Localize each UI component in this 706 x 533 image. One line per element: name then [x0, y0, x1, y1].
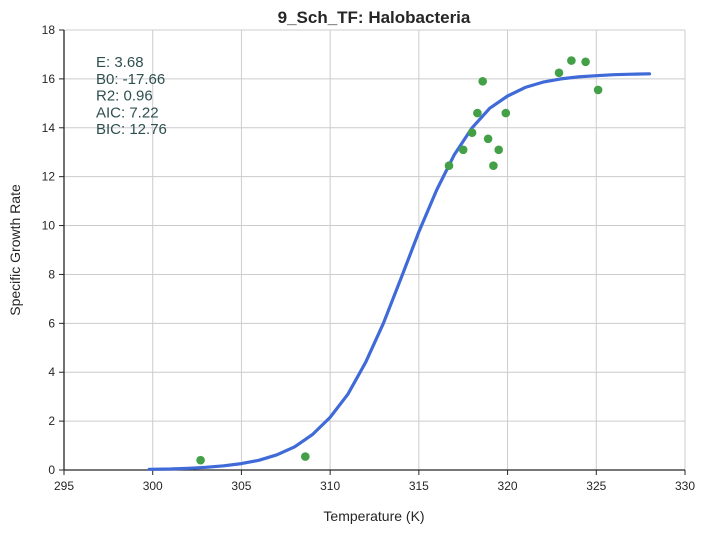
tick-labels: 295 300 305 310 315 320 325 330 0 2 4 6 8 10 12 14 16 18: [42, 23, 696, 493]
data-point: [494, 145, 504, 155]
y-tick-label: 18: [42, 23, 56, 37]
x-tick-label: 330: [675, 479, 695, 493]
stat-line: B0: -17.66: [96, 71, 165, 88]
data-point: [554, 68, 564, 78]
x-tick-label: 325: [586, 479, 606, 493]
stat-line: BIC: 12.76: [96, 121, 167, 138]
y-tick-label: 12: [42, 170, 56, 184]
stat-line: R2: 0.96: [96, 88, 153, 105]
data-point: [301, 452, 310, 461]
y-tick-label: 2: [48, 414, 55, 428]
chart-title: 9_Sch_TF: Halobacteria: [278, 8, 471, 27]
x-tick-label: 320: [498, 479, 518, 493]
fit-curve-group: [147, 72, 652, 471]
x-tick-label: 305: [231, 479, 251, 493]
x-tick-label: 310: [320, 479, 340, 493]
y-axis-label: Specific Growth Rate: [7, 184, 23, 316]
data-point: [501, 108, 511, 118]
y-tick-label: 14: [42, 121, 56, 135]
x-axis-label: Temperature (K): [323, 508, 424, 524]
data-point: [581, 57, 590, 67]
grid: [64, 29, 686, 470]
data-point: [593, 85, 603, 95]
y-tick-label: 4: [48, 365, 55, 379]
y-tick-label: 0: [48, 463, 55, 477]
stat-line: E: 3.68: [96, 54, 144, 71]
x-tick-label: 300: [143, 479, 163, 493]
stat-line: AIC: 7.22: [96, 104, 159, 121]
data-point: [467, 128, 477, 137]
y-tick-label: 6: [48, 316, 55, 330]
data-point: [483, 134, 493, 144]
x-tick-label: 315: [409, 479, 429, 493]
data-point: [478, 77, 488, 86]
y-tick-label: 16: [42, 72, 56, 86]
x-tick-label: 295: [54, 479, 74, 493]
data-point: [458, 145, 468, 155]
y-tick-label: 8: [48, 267, 55, 281]
data-point: [444, 161, 454, 170]
data-point: [489, 161, 498, 170]
y-tick-label: 10: [42, 219, 56, 233]
data-points: [196, 56, 603, 465]
data-point: [567, 56, 576, 65]
fit-curve: [147, 72, 652, 471]
data-point: [473, 108, 482, 118]
data-point: [196, 455, 205, 465]
